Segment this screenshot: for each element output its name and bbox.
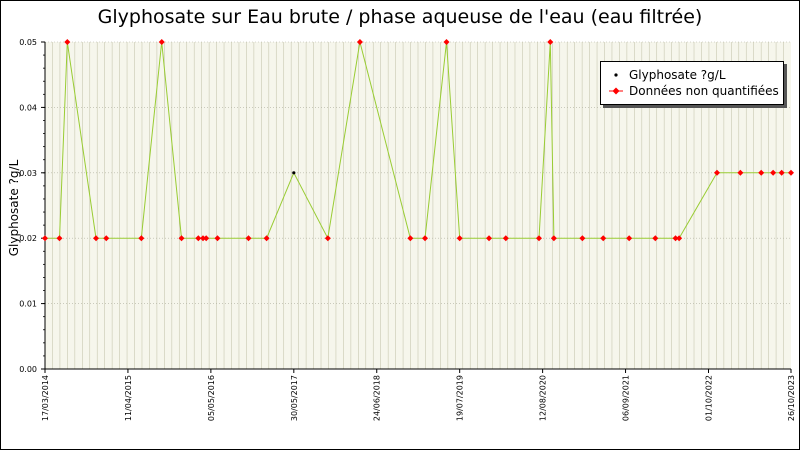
data-point-non-quantified <box>138 235 145 242</box>
data-point-non-quantified <box>486 235 493 242</box>
data-point-non-quantified <box>502 235 509 242</box>
data-point-non-quantified <box>407 235 414 242</box>
data-point-non-quantified <box>770 169 777 176</box>
x-tick-label: 17/03/2014 <box>41 375 50 421</box>
data-point-non-quantified <box>42 235 48 242</box>
data-point-non-quantified <box>456 235 463 242</box>
data-point-non-quantified <box>56 235 63 242</box>
x-tick-label: 26/10/2023 <box>787 375 796 421</box>
data-point-non-quantified <box>788 169 794 176</box>
data-point-non-quantified <box>600 235 607 242</box>
data-point-non-quantified <box>324 235 331 242</box>
legend-label-non-quantified: Données non quantifiées <box>629 84 779 98</box>
y-tick-label: 0.01 <box>19 300 37 309</box>
data-point-non-quantified <box>103 235 110 242</box>
quantified-marker-icon <box>614 73 618 77</box>
data-point-non-quantified <box>93 235 100 242</box>
data-point-non-quantified <box>422 235 429 242</box>
data-point-non-quantified <box>263 235 270 242</box>
legend: Glyphosate ?g/L Données non quantifiées <box>600 61 784 105</box>
data-point-non-quantified <box>178 235 185 242</box>
data-point-non-quantified <box>203 235 210 242</box>
y-tick-label: 0.03 <box>19 169 37 178</box>
x-tick-label: 11/04/2015 <box>124 375 133 421</box>
y-tick-label: 0.05 <box>19 38 37 47</box>
x-tick-label: 06/09/2021 <box>622 375 631 421</box>
data-point-non-quantified <box>158 39 165 45</box>
y-tick-label: 0.00 <box>19 365 37 374</box>
x-tick-label: 01/10/2022 <box>704 375 713 421</box>
data-point-non-quantified <box>713 169 720 176</box>
data-point-non-quantified <box>64 39 71 45</box>
data-point-non-quantified <box>214 235 221 242</box>
x-tick-label: 30/05/2017 <box>290 375 299 421</box>
x-tick-label: 12/08/2020 <box>539 375 548 421</box>
data-point-non-quantified <box>579 235 586 242</box>
data-point-non-quantified <box>626 235 633 242</box>
data-point-non-quantified <box>672 235 679 242</box>
data-point-non-quantified <box>443 39 450 45</box>
series-points-layer <box>42 39 794 242</box>
data-point-non-quantified <box>676 235 683 242</box>
legend-label-quantified: Glyphosate ?g/L <box>629 68 726 82</box>
data-point-non-quantified <box>652 235 659 242</box>
data-point-non-quantified <box>737 169 744 176</box>
data-point-quantified <box>292 171 296 175</box>
data-point-non-quantified <box>245 235 252 242</box>
data-point-non-quantified <box>778 169 785 176</box>
axes: 0.00 0.01 0.02 0.03 0.04 0.05 17/03/2014 11/04/… <box>19 38 796 421</box>
data-point-non-quantified <box>200 235 207 242</box>
data-point-non-quantified <box>356 39 363 45</box>
x-tick-label: 19/07/2019 <box>456 375 465 421</box>
x-tick-label: 05/05/2016 <box>207 375 216 421</box>
chart-title: Glyphosate sur Eau brute / phase aqueuse… <box>97 6 703 28</box>
y-tick-label: 0.04 <box>19 103 37 112</box>
data-point-non-quantified <box>195 235 202 242</box>
y-tick-label: 0.02 <box>19 234 37 243</box>
data-point-non-quantified <box>758 169 765 176</box>
data-point-non-quantified <box>536 235 543 242</box>
x-tick-label: 24/06/2018 <box>373 375 382 421</box>
data-point-non-quantified <box>547 39 554 45</box>
legend-item-quantified: Glyphosate ?g/L <box>609 67 726 83</box>
legend-item-non-quantified: Données non quantifiées <box>609 83 779 99</box>
non-quantified-marker-icon <box>609 87 623 95</box>
data-point-non-quantified <box>550 235 557 242</box>
